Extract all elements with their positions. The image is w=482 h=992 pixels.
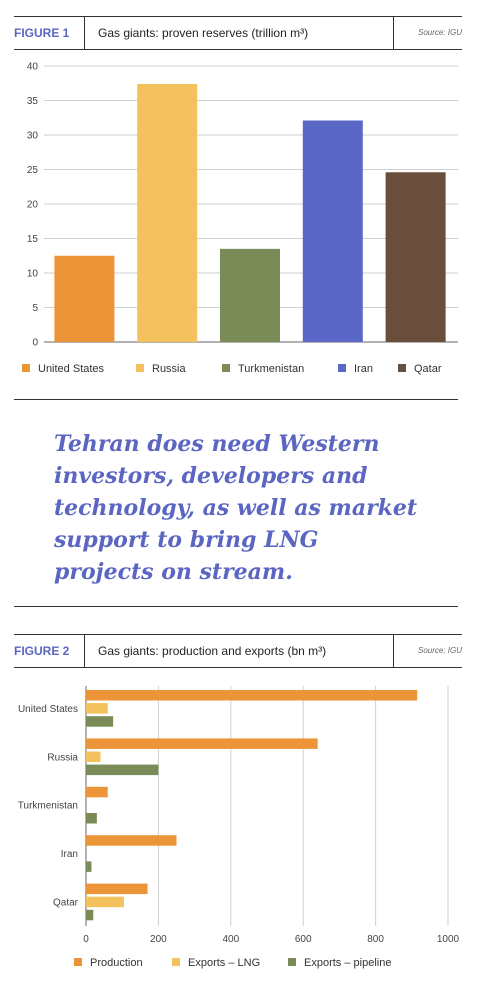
bar-russia-production	[86, 738, 318, 749]
legend-swatch-iran	[338, 364, 346, 372]
x-tick-label-0: 0	[83, 934, 89, 945]
bar-united-states	[54, 255, 115, 342]
figure1-header: FIGURE 1 Gas giants: proven reserves (tr…	[14, 16, 462, 50]
bar-russia	[137, 83, 198, 342]
figure1-bar-chart: 0 5 10 15 20 25 30 35 40 United States Russia Turkm…	[22, 62, 458, 375]
y-tick-label-30: 30	[27, 131, 39, 142]
bar-qatar-exports-pipeline	[86, 909, 94, 921]
x-tick-label-400: 400	[222, 934, 239, 945]
figure2-bar-chart: 0 200 400 600 800 1000 United States Russia Turk…	[18, 686, 460, 969]
figure1-source: Source: IGU	[393, 17, 462, 49]
legend-label-united-states: United States	[38, 363, 105, 375]
quote-top-rule	[14, 399, 458, 400]
y-tick-label-40: 40	[27, 62, 39, 73]
figure2-title: Gas giants: production and exports (bn m…	[98, 644, 327, 658]
y-tick-label-35: 35	[27, 96, 39, 107]
y-tick-label-25: 25	[27, 165, 39, 176]
legend-label-qatar: Qatar	[414, 363, 442, 375]
bar-russia-exports-pipeline	[86, 764, 159, 776]
quote-bottom-rule	[14, 606, 458, 607]
legend-label-exports-pipeline: Exports – pipeline	[304, 957, 391, 969]
legend-swatch-qatar	[398, 364, 406, 372]
legend-swatch-united-states	[22, 364, 30, 372]
bar-russia-exports-lng	[86, 751, 101, 762]
y-tick-label-0: 0	[32, 338, 38, 349]
legend-swatch-russia	[136, 364, 144, 372]
bar-qatar-production	[86, 883, 148, 895]
category-label-russia: Russia	[47, 752, 78, 763]
bar-turkmenistan-exports-pipeline	[86, 813, 97, 824]
bar-qatar-exports-lng	[86, 896, 125, 908]
bar-turkmenistan	[220, 248, 280, 342]
pull-quote: Tehran does need Western investors, deve…	[54, 431, 418, 585]
legend-label-production: Production	[90, 957, 143, 969]
bar-iran	[302, 120, 363, 342]
bar-united-states-exports-lng	[86, 703, 108, 714]
x-tick-label-800: 800	[367, 934, 384, 945]
legend-label-exports-lng: Exports – LNG	[188, 957, 260, 969]
category-label-turkmenistan: Turkmenistan	[18, 801, 78, 812]
x-tick-label-200: 200	[150, 934, 167, 945]
legend-swatch-production	[74, 958, 82, 966]
legend-swatch-exports-pipeline	[288, 958, 296, 966]
figure2-source: Source: IGU	[393, 635, 462, 667]
category-label-iran: Iran	[61, 849, 78, 860]
legend-label-russia: Russia	[152, 363, 187, 375]
figure2-header: FIGURE 2 Gas giants: production and expo…	[14, 634, 462, 668]
legend-label-turkmenistan: Turkmenistan	[238, 363, 304, 375]
legend-swatch-turkmenistan	[222, 364, 230, 372]
figure2-tag: FIGURE 2	[14, 635, 85, 667]
x-tick-label-1000: 1000	[437, 934, 460, 945]
bar-united-states-production	[86, 690, 418, 701]
bar-iran-production	[86, 835, 177, 846]
figure1-tag: FIGURE 1	[14, 17, 85, 49]
legend-label-iran: Iran	[354, 363, 373, 375]
category-label-qatar: Qatar	[53, 897, 79, 908]
category-label-united-states: United States	[18, 704, 78, 715]
y-tick-label-15: 15	[27, 234, 39, 245]
x-tick-label-600: 600	[295, 934, 312, 945]
bar-united-states-exports-pipeline	[86, 716, 114, 727]
bar-iran-exports-pipeline	[86, 861, 92, 872]
figure1-title: Gas giants: proven reserves (trillion m³…	[98, 26, 309, 40]
y-tick-label-20: 20	[27, 200, 39, 211]
y-tick-label-10: 10	[27, 269, 39, 280]
bar-qatar	[385, 172, 446, 342]
legend-swatch-exports-lng	[172, 958, 180, 966]
y-tick-label-5: 5	[32, 303, 38, 314]
bar-turkmenistan-production	[86, 786, 108, 798]
